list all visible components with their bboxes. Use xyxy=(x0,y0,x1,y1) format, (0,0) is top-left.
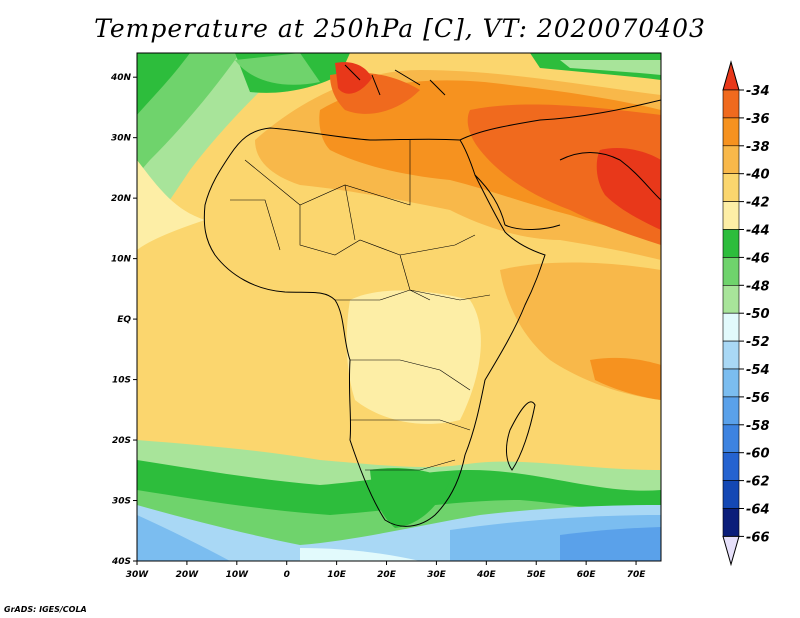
latitude-axis: 40S 30S 20S 10S EQ 10N 20N 30N 40N xyxy=(110,73,137,567)
colorbar-label: -46 xyxy=(746,251,770,266)
lon-tick-label: 60E xyxy=(577,570,597,580)
colorbar-label: -36 xyxy=(746,112,770,127)
colorbar-label: -50 xyxy=(746,307,770,322)
lat-tick-label: 20S xyxy=(112,436,131,446)
colorbar-box xyxy=(722,508,740,537)
lon-tick-label: 30E xyxy=(427,570,447,580)
country-borders xyxy=(230,140,491,471)
lon-tick-label: 70E xyxy=(627,570,647,580)
lon-tick-label: 10E xyxy=(327,570,347,580)
colorbar-box xyxy=(722,257,740,286)
colorbar-label: -56 xyxy=(746,391,770,406)
colorbar-box xyxy=(722,201,740,230)
colorbar-box xyxy=(722,117,740,147)
lat-tick-label: 20N xyxy=(111,194,132,204)
colorbar-label: -54 xyxy=(746,363,770,378)
map-title: Temperature at 250hPa [C], VT: 202007040… xyxy=(94,14,706,43)
coastline xyxy=(203,64,661,527)
lat-tick-label: 30S xyxy=(112,497,131,507)
lon-tick-label: 30W xyxy=(126,570,150,580)
lat-tick-label: 40N xyxy=(110,73,132,83)
colorbar-box xyxy=(722,368,740,398)
colorbar-label: -44 xyxy=(746,224,770,239)
colorbar-label: -64 xyxy=(746,503,770,518)
colorbar-label: -42 xyxy=(746,196,770,211)
lat-tick-label: 10N xyxy=(111,255,132,265)
lon-tick-label: 20W xyxy=(176,570,200,580)
colorbar: -34 -36 -38 -40 -42 -44 -46 -48 -50 -52 -54 -56 -58 -… xyxy=(722,60,770,567)
colorbar-box xyxy=(722,173,740,202)
lon-tick-label: 40E xyxy=(476,570,497,580)
lat-tick-label: 10S xyxy=(112,376,131,386)
colorbar-label: -40 xyxy=(746,168,770,183)
colorbar-box xyxy=(722,89,740,119)
credit-text: GrADS: IGES/COLA xyxy=(4,605,87,614)
colorbar-label: -48 xyxy=(746,279,770,294)
colorbar-box xyxy=(722,312,740,342)
colorbar-box xyxy=(722,480,740,509)
lat-tick-label: 40S xyxy=(111,557,131,567)
colorbar-box xyxy=(722,284,740,314)
colorbar-box xyxy=(722,452,740,481)
lat-tick-label: EQ xyxy=(117,315,131,325)
colorbar-label: -52 xyxy=(746,335,770,350)
colorbar-box xyxy=(722,396,740,426)
lon-tick-label: 0 xyxy=(284,570,290,580)
colorbar-label: -62 xyxy=(746,475,770,490)
colorbar-label: -60 xyxy=(746,447,770,462)
lat-tick-label: 30N xyxy=(111,134,132,144)
colorbar-box xyxy=(722,145,740,175)
colorbar-label: -38 xyxy=(746,140,770,155)
colorbar-label: -66 xyxy=(746,530,770,545)
lon-tick-label: 20E xyxy=(377,570,397,580)
colorbar-label: -34 xyxy=(746,84,770,99)
longitude-axis: 30W 20W 10W 0 10E 20E 30E 40E 50E 60E 70E xyxy=(126,561,646,580)
colorbar-top-arrow xyxy=(722,60,740,91)
colorbar-box xyxy=(722,229,740,258)
lon-tick-label: 50E xyxy=(527,570,547,580)
colorbar-label: -58 xyxy=(746,419,770,434)
colorbar-bottom-arrow xyxy=(722,535,740,567)
lon-tick-label: 10W xyxy=(226,570,250,580)
temperature-field xyxy=(137,53,661,561)
colorbar-box xyxy=(722,340,740,370)
plot-frame xyxy=(136,52,662,562)
colorbar-box xyxy=(722,424,740,453)
